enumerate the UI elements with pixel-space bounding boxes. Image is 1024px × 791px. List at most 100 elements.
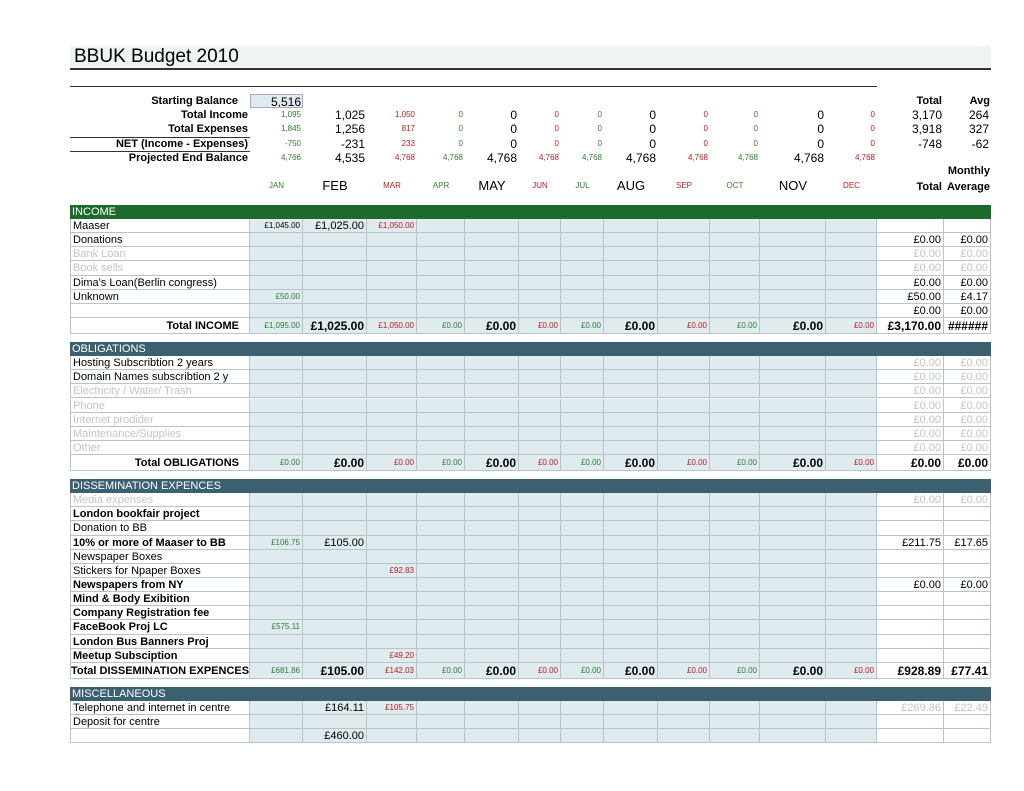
summary-value: 4,768	[538, 152, 559, 162]
cell	[367, 303, 417, 319]
summary-value: 0	[458, 124, 463, 134]
cell: £0.00	[658, 318, 710, 335]
cell	[367, 592, 417, 607]
cell	[250, 634, 303, 649]
cell: £0.00	[417, 318, 465, 335]
cell	[710, 729, 760, 744]
cell	[417, 426, 465, 441]
cell	[826, 370, 877, 385]
cell	[250, 370, 303, 385]
cell	[561, 247, 604, 262]
cell: £0.00	[561, 455, 604, 472]
cell	[561, 634, 604, 649]
cell	[826, 549, 877, 564]
section-header: MISCELLANEOUS	[70, 686, 991, 701]
section-header: OBLIGATIONS	[70, 342, 991, 357]
cell	[303, 715, 367, 730]
cell	[303, 426, 367, 441]
cell	[826, 261, 877, 276]
cell: £92.83	[367, 563, 417, 578]
cell	[604, 261, 658, 276]
cell	[303, 493, 367, 508]
cell: £105.75	[367, 700, 417, 716]
cell	[465, 620, 519, 635]
cell	[944, 620, 991, 635]
cell	[604, 592, 658, 607]
cell	[367, 233, 417, 248]
cell	[944, 563, 991, 578]
cell	[826, 521, 877, 536]
cell	[710, 592, 760, 607]
summary-value: 0	[554, 110, 559, 119]
cell	[944, 507, 991, 522]
cell: £0.00	[944, 233, 991, 248]
cell	[519, 219, 561, 234]
total-label: Total DISSEMINATION EXPENCES	[70, 662, 250, 679]
cell	[658, 606, 710, 621]
cell: £681.86	[250, 662, 303, 679]
cell	[826, 634, 877, 649]
cell	[877, 507, 944, 522]
cell	[826, 606, 877, 621]
cell	[604, 384, 658, 399]
cell	[303, 233, 367, 248]
cell: £49.20	[367, 648, 417, 663]
summary-value: 817	[401, 124, 415, 134]
cell	[944, 648, 991, 663]
cell	[658, 426, 710, 441]
summary-value: 233	[401, 138, 415, 148]
cell	[303, 275, 367, 290]
cell	[604, 700, 658, 716]
cell	[367, 247, 417, 262]
cell	[465, 592, 519, 607]
cell	[519, 370, 561, 385]
cell	[367, 620, 417, 635]
cell	[465, 521, 519, 536]
cell	[944, 634, 991, 649]
cell	[760, 578, 826, 593]
cell	[561, 507, 604, 522]
cell	[465, 700, 519, 716]
row-label: Bank Loan	[70, 247, 250, 262]
cell	[367, 729, 417, 744]
summary-value: 0	[597, 124, 602, 134]
cell: £0.00	[877, 426, 944, 441]
cell	[250, 247, 303, 262]
month-header: OCT	[726, 181, 744, 190]
cell	[250, 507, 303, 522]
cell	[877, 634, 944, 649]
cell	[465, 303, 519, 319]
cell	[760, 521, 826, 536]
cell	[760, 715, 826, 730]
cell	[519, 700, 561, 716]
row-label: Domain Names subscribtion 2 y	[70, 370, 250, 385]
cell	[417, 521, 465, 536]
cell: £0.00	[877, 455, 944, 472]
cell	[604, 563, 658, 578]
cell	[658, 549, 710, 564]
cell	[561, 289, 604, 304]
cell	[658, 233, 710, 248]
cell	[658, 493, 710, 508]
cell	[367, 275, 417, 290]
cell	[710, 700, 760, 716]
cell	[944, 219, 991, 234]
cell	[417, 289, 465, 304]
cell	[826, 289, 877, 304]
cell: £0.00	[519, 662, 561, 679]
summary-value: 0	[554, 124, 559, 134]
cell	[658, 398, 710, 413]
cell	[877, 729, 944, 744]
cell: £3,170.00	[877, 318, 944, 335]
cell	[658, 715, 710, 730]
cell	[826, 426, 877, 441]
cell	[367, 549, 417, 564]
row-label: Dima's Loan(Berlin congress)	[70, 275, 250, 290]
summary-value: 1,256	[334, 122, 365, 137]
summary-value: 0	[703, 138, 708, 148]
cell	[417, 219, 465, 234]
cell	[417, 729, 465, 744]
cell	[604, 578, 658, 593]
cell: £0.00	[826, 455, 877, 472]
summary-value: 4,535	[334, 150, 365, 165]
